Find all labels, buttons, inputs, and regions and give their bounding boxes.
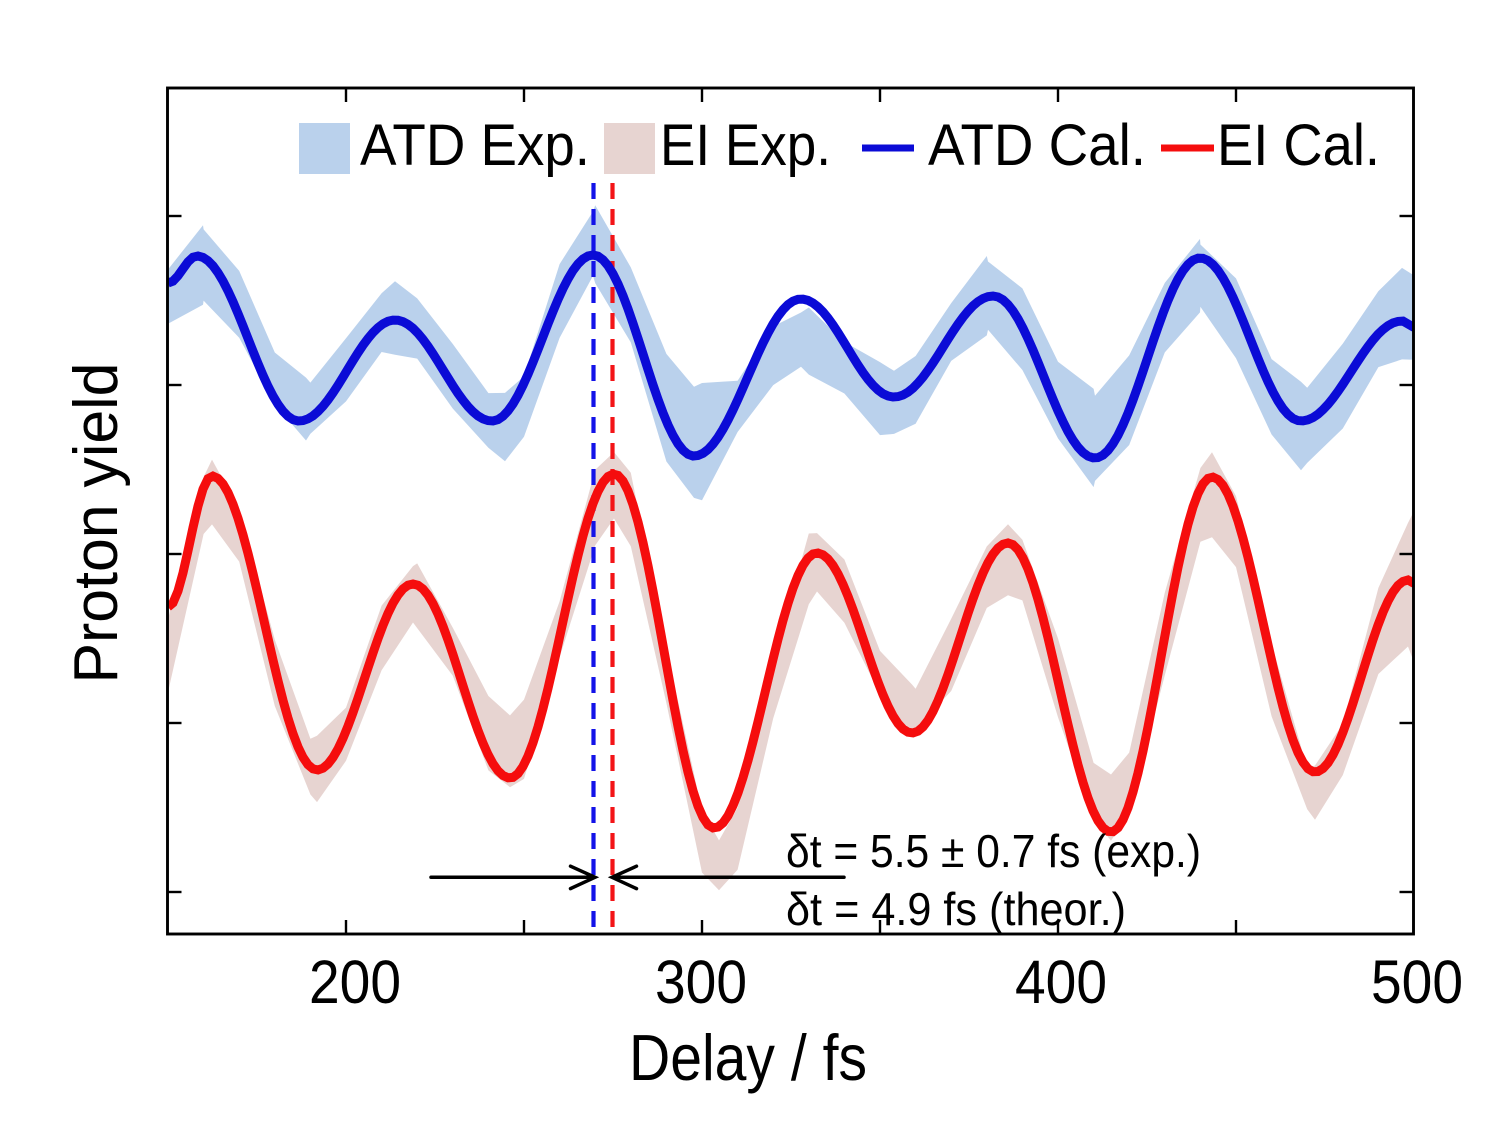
svg-text:EI Exp.: EI Exp.	[660, 113, 831, 178]
svg-text:500: 500	[1371, 948, 1463, 1017]
svg-text:ATD Cal.: ATD Cal.	[928, 113, 1146, 178]
svg-text:ATD Exp.: ATD Exp.	[360, 113, 590, 178]
svg-text:400: 400	[1015, 948, 1107, 1017]
svg-text:Delay / fs: Delay / fs	[629, 1021, 867, 1094]
svg-text:Proton yield: Proton yield	[62, 363, 131, 684]
svg-text:200: 200	[309, 948, 401, 1017]
svg-text:EI Cal.: EI Cal.	[1217, 113, 1380, 178]
svg-text:δt = 5.5 ± 0.7 fs (exp.): δt = 5.5 ± 0.7 fs (exp.)	[786, 825, 1201, 877]
svg-text:δt = 4.9 fs (theor.): δt = 4.9 fs (theor.)	[786, 883, 1126, 935]
svg-text:300: 300	[655, 948, 747, 1017]
